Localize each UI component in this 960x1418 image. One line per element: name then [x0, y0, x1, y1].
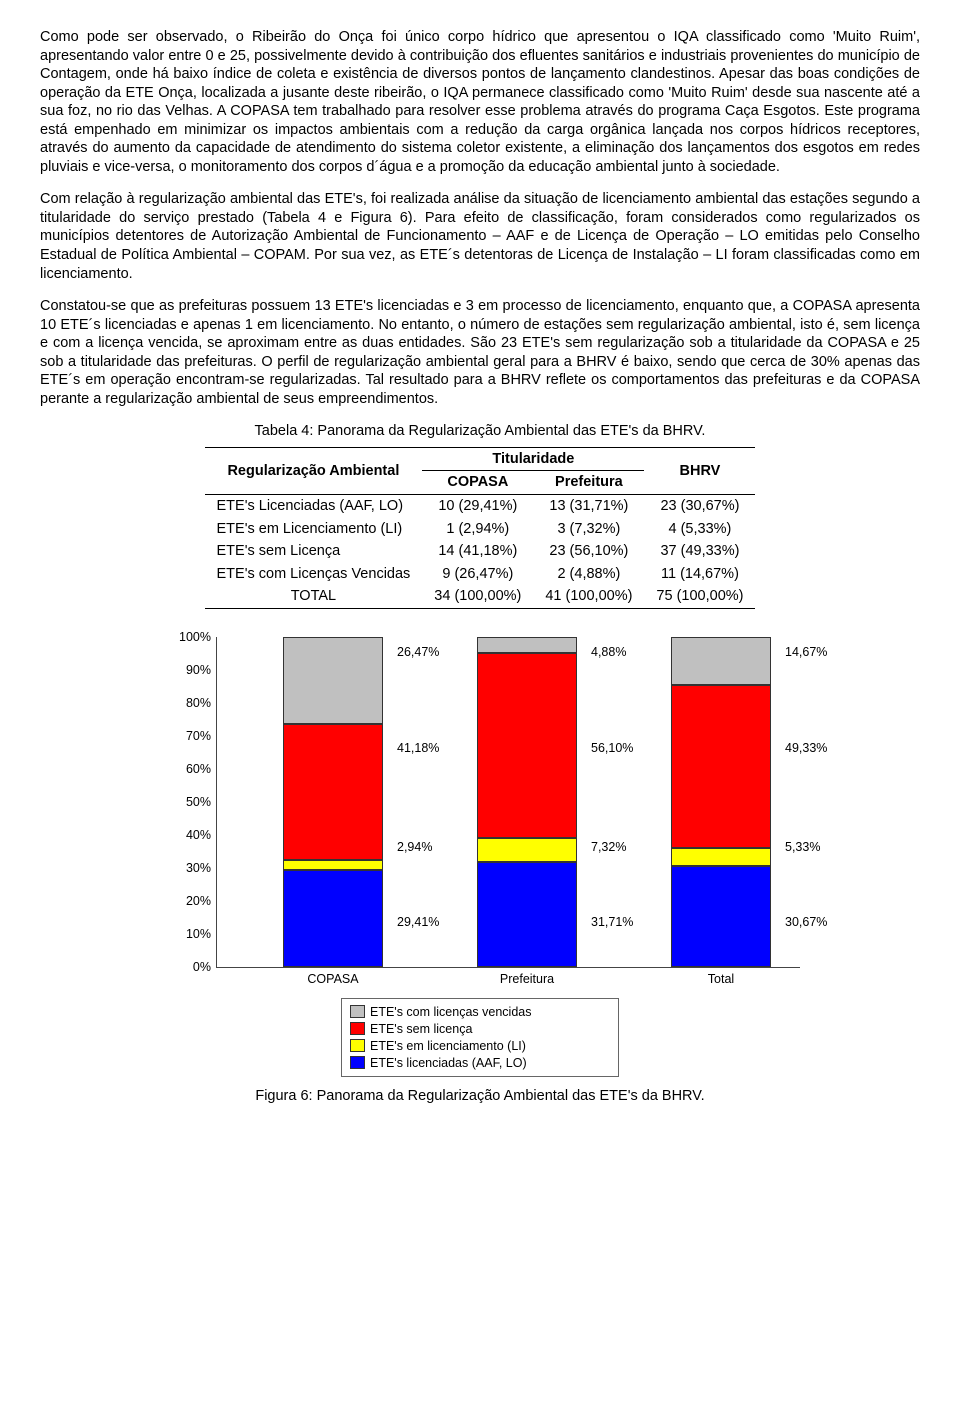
bar-segment-em_licenciamento [283, 860, 383, 870]
td-bhrv: 11 (14,67%) [644, 563, 755, 586]
td-total-pref: 41 (100,00%) [533, 585, 644, 608]
y-tick: 40% [167, 827, 211, 843]
bar-column: Total [671, 637, 771, 967]
data-label: 56,10% [591, 740, 633, 756]
paragraph-2: Com relação à regularização ambiental da… [40, 190, 920, 283]
bar-column: COPASA [283, 637, 383, 967]
y-tick: 60% [167, 761, 211, 777]
data-label: 4,88% [591, 644, 626, 660]
stacked-bar-chart: 0%10%20%30%40%50%60%70%80%90%100%COPASA2… [160, 637, 800, 1077]
td-total-label: TOTAL [205, 585, 423, 608]
td-bhrv: 23 (30,67%) [644, 495, 755, 518]
data-label: 14,67% [785, 644, 827, 660]
y-tick: 20% [167, 893, 211, 909]
td-copasa: 1 (2,94%) [422, 518, 533, 541]
legend-swatch [350, 1056, 365, 1069]
bar-segment-sem_licenca [283, 724, 383, 860]
y-tick: 10% [167, 926, 211, 942]
data-label: 2,94% [397, 839, 432, 855]
data-label: 30,67% [785, 914, 827, 930]
table-row: ETE's em Licenciamento (LI)1 (2,94%)3 (7… [205, 518, 756, 541]
td-pref: 2 (4,88%) [533, 563, 644, 586]
legend-item: ETE's em licenciamento (LI) [350, 1038, 610, 1054]
bar-segment-sem_licenca [671, 685, 771, 848]
category-label: COPASA [253, 967, 413, 987]
data-label: 7,32% [591, 839, 626, 855]
regularization-table: Regularização Ambiental Titularidade BHR… [205, 447, 756, 609]
legend-label: ETE's em licenciamento (LI) [370, 1038, 526, 1054]
th-tit: Titularidade [492, 451, 574, 467]
y-tick: 70% [167, 728, 211, 744]
td-pref: 23 (56,10%) [533, 540, 644, 563]
th-copasa: COPASA [447, 474, 508, 490]
td-label: ETE's Licenciadas (AAF, LO) [205, 495, 423, 518]
paragraph-3: Constatou-se que as prefeituras possuem … [40, 297, 920, 408]
bar-segment-em_licenciamento [477, 838, 577, 862]
y-tick: 0% [167, 959, 211, 975]
th-bhrv: BHRV [680, 463, 721, 479]
data-label: 49,33% [785, 740, 827, 756]
category-label: Prefeitura [447, 967, 607, 987]
legend-label: ETE's com licenças vencidas [370, 1004, 531, 1020]
data-label: 5,33% [785, 839, 820, 855]
table-row: ETE's Licenciadas (AAF, LO)10 (29,41%)13… [205, 495, 756, 518]
legend-label: ETE's sem licença [370, 1021, 472, 1037]
bar-segment-licenciadas [283, 870, 383, 967]
legend-item: ETE's sem licença [350, 1021, 610, 1037]
table-row: ETE's sem Licença14 (41,18%)23 (56,10%)3… [205, 540, 756, 563]
bar-segment-vencidas [283, 637, 383, 724]
paragraph-1: Como pode ser observado, o Ribeirão do O… [40, 28, 920, 176]
table-caption: Tabela 4: Panorama da Regularização Ambi… [40, 422, 920, 441]
td-label: ETE's em Licenciamento (LI) [205, 518, 423, 541]
bar-segment-vencidas [477, 637, 577, 653]
td-copasa: 9 (26,47%) [422, 563, 533, 586]
y-tick: 100% [167, 629, 211, 645]
legend-swatch [350, 1005, 365, 1018]
bar-segment-sem_licenca [477, 653, 577, 838]
y-tick: 30% [167, 860, 211, 876]
th-reg: Regularização Ambiental [227, 463, 399, 479]
legend-swatch [350, 1039, 365, 1052]
td-bhrv: 4 (5,33%) [644, 518, 755, 541]
th-pref: Prefeitura [555, 474, 623, 490]
category-label: Total [641, 967, 801, 987]
td-pref: 13 (31,71%) [533, 495, 644, 518]
td-total-bhrv: 75 (100,00%) [644, 585, 755, 608]
td-label: ETE's com Licenças Vencidas [205, 563, 423, 586]
data-label: 31,71% [591, 914, 633, 930]
y-tick: 50% [167, 794, 211, 810]
td-copasa: 10 (29,41%) [422, 495, 533, 518]
legend-label: ETE's licenciadas (AAF, LO) [370, 1055, 527, 1071]
data-label: 41,18% [397, 740, 439, 756]
bar-column: Prefeitura [477, 637, 577, 967]
y-tick: 80% [167, 695, 211, 711]
bar-segment-licenciadas [477, 862, 577, 967]
data-label: 29,41% [397, 914, 439, 930]
y-tick: 90% [167, 662, 211, 678]
td-copasa: 14 (41,18%) [422, 540, 533, 563]
td-bhrv: 37 (49,33%) [644, 540, 755, 563]
legend-item: ETE's licenciadas (AAF, LO) [350, 1055, 610, 1071]
data-label: 26,47% [397, 644, 439, 660]
bar-segment-vencidas [671, 637, 771, 685]
legend-item: ETE's com licenças vencidas [350, 1004, 610, 1020]
td-total-copasa: 34 (100,00%) [422, 585, 533, 608]
figure-caption: Figura 6: Panorama da Regularização Ambi… [40, 1087, 920, 1106]
td-label: ETE's sem Licença [205, 540, 423, 563]
chart-legend: ETE's com licenças vencidasETE's sem lic… [341, 998, 619, 1077]
legend-swatch [350, 1022, 365, 1035]
table-row: ETE's com Licenças Vencidas9 (26,47%)2 (… [205, 563, 756, 586]
bar-segment-licenciadas [671, 866, 771, 967]
td-pref: 3 (7,32%) [533, 518, 644, 541]
bar-segment-em_licenciamento [671, 848, 771, 866]
